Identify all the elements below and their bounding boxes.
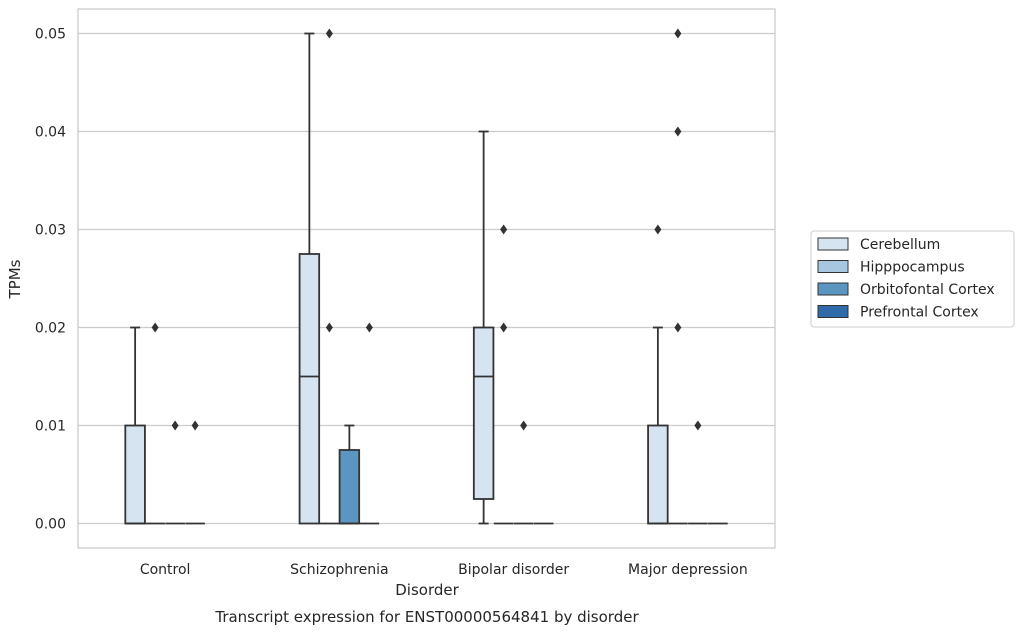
outlier-point [191, 420, 199, 431]
y-tick-label: 0.05 [35, 27, 66, 43]
x-tick-label: Bipolar disorder [458, 562, 569, 578]
outlier-point [325, 28, 333, 39]
y-tick-label: 0.02 [35, 321, 66, 337]
box-group [145, 322, 165, 525]
outlier-point [500, 224, 508, 235]
x-axis-label: Disorder [395, 581, 459, 599]
box-group [298, 32, 321, 525]
box-group [688, 420, 708, 525]
box-group [338, 424, 361, 525]
box-group [359, 322, 380, 525]
grid-lines [78, 32, 775, 525]
box-group [319, 28, 340, 525]
outlier-point [171, 420, 179, 431]
box-group [668, 28, 688, 525]
y-tick-labels: 0.00 0.01 0.02 0.03 0.04 0.05 [35, 27, 66, 533]
chart-caption: Transcript expression for ENST0000056484… [214, 608, 639, 626]
box-group [124, 326, 146, 525]
outlier-point [151, 322, 159, 333]
box-group [513, 420, 534, 525]
x-tick-label: Control [140, 562, 191, 578]
legend-swatch [817, 260, 849, 273]
legend-label: Prefrontal Cortex [860, 305, 979, 321]
legend-swatch [817, 305, 849, 318]
outlier-point [325, 322, 333, 333]
legend-label: Cerebellum [860, 237, 940, 253]
box-group [472, 130, 495, 525]
legend-label: Orbitofontal Cortex [860, 282, 995, 298]
y-tick-label: 0.01 [35, 419, 66, 435]
outlier-point [654, 224, 662, 235]
box-group [165, 420, 185, 525]
x-tick-label: Major depression [628, 562, 748, 578]
x-tick-label: Schizophrenia [290, 562, 388, 578]
legend-swatch [817, 237, 849, 251]
legend: Cerebellum Hipppocampus Orbitofontal Corte… [810, 230, 1015, 328]
box-body [647, 424, 669, 525]
box-group [493, 224, 514, 525]
legend-swatch [817, 282, 849, 296]
legend-label: Hipppocampus [860, 260, 965, 276]
box-body [124, 424, 146, 525]
outlier-point [520, 420, 528, 431]
y-axis-label: TPMs [6, 259, 24, 299]
box-group [647, 224, 669, 525]
y-tick-label: 0.00 [35, 517, 66, 533]
x-tick-labels: Control Schizophrenia Bipolar disorder Majo… [140, 562, 748, 578]
box-body [298, 253, 321, 525]
box-body [338, 449, 361, 525]
legend-frame [810, 230, 1015, 328]
y-tick-label: 0.03 [35, 223, 66, 239]
box-group [185, 420, 205, 525]
plot-frame [77, 8, 776, 549]
outlier-point [694, 420, 702, 431]
outlier-point [674, 322, 682, 333]
box-body [472, 326, 495, 500]
outlier-point [365, 322, 373, 333]
box-layer [124, 28, 728, 525]
y-tick-label: 0.04 [35, 125, 66, 141]
outlier-point [674, 126, 682, 137]
outlier-point [500, 322, 508, 333]
outlier-point [674, 28, 682, 39]
